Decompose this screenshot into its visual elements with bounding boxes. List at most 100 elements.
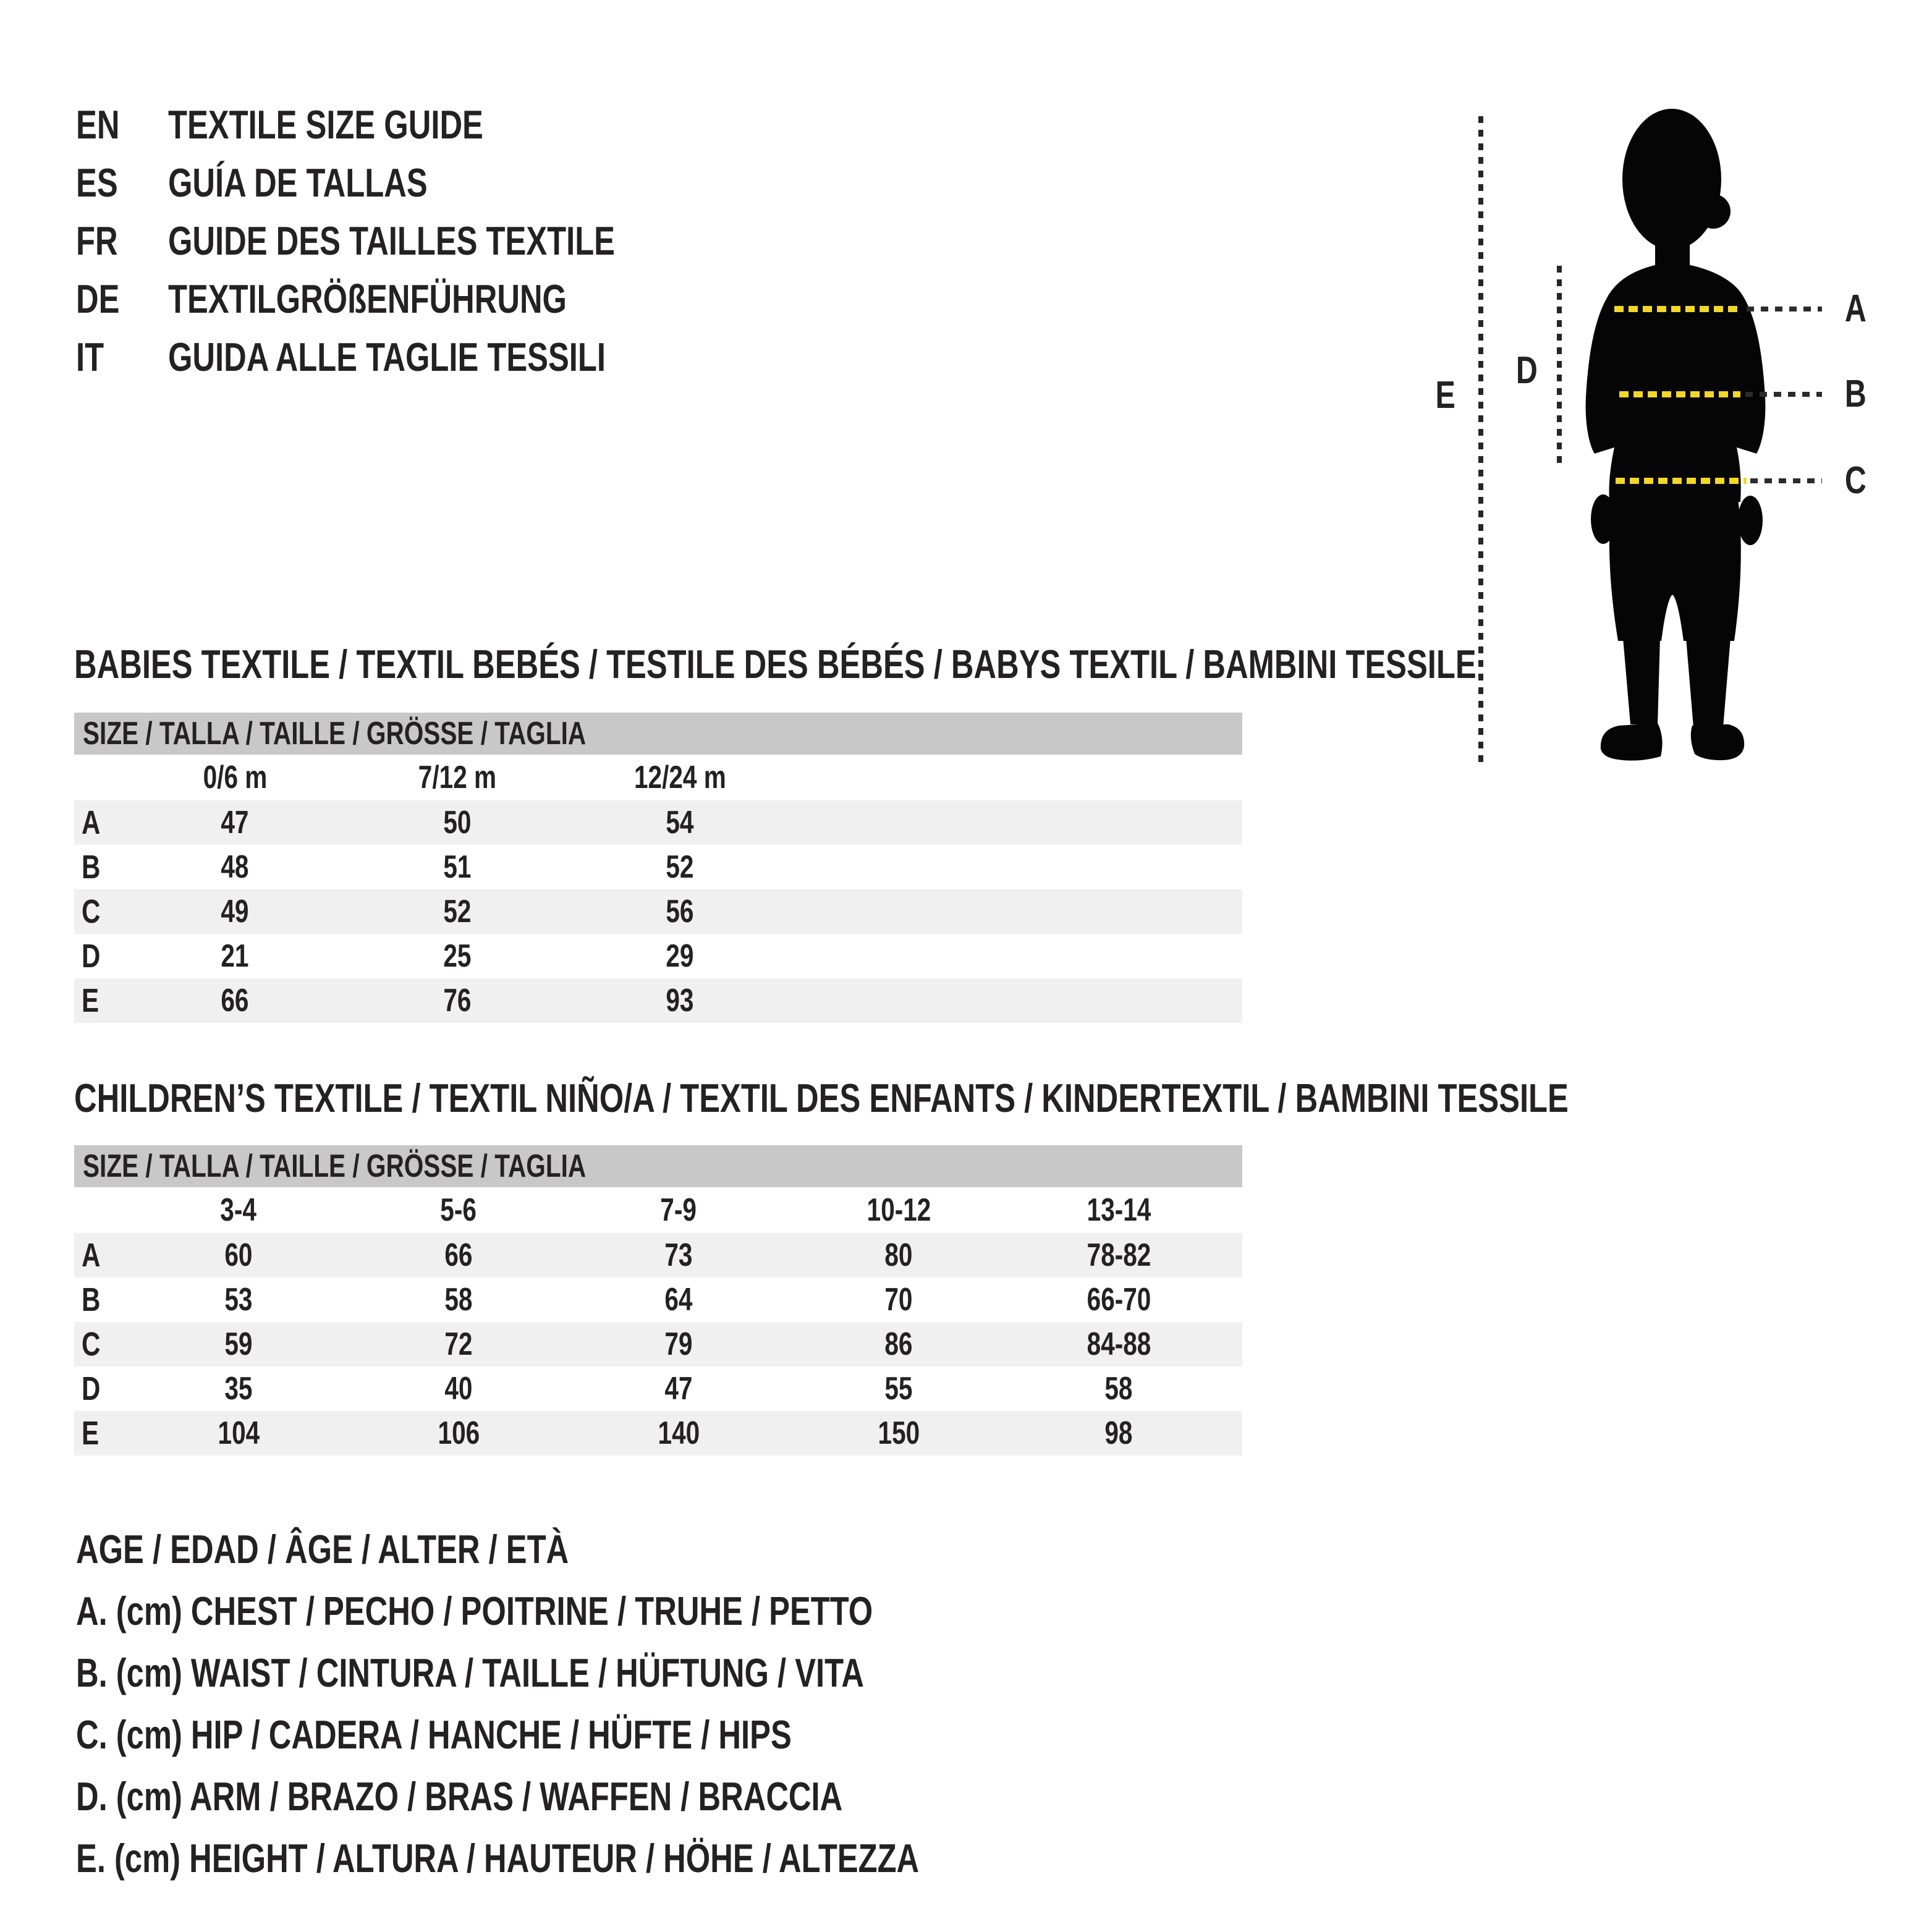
cell: 48 bbox=[221, 849, 249, 885]
arm-measure-line-d bbox=[1557, 266, 1562, 470]
cell: 78-82 bbox=[1087, 1237, 1151, 1273]
column-header: 0/6 m bbox=[203, 760, 267, 795]
cell: 93 bbox=[666, 983, 694, 1019]
cell: 73 bbox=[664, 1237, 693, 1273]
column-header: 12/24 m bbox=[633, 760, 726, 795]
size-header-bar: SIZE / TALLA / TAILLE / GRÖSSE / TAGLIA bbox=[74, 1145, 1242, 1187]
language-title: GUÍA DE TALLAS bbox=[168, 159, 428, 205]
table-row: C 49 52 56 bbox=[74, 889, 1242, 934]
hip-measure-line-c-black bbox=[1750, 478, 1822, 483]
language-title: TEXTILGRÖßENFÜHRUNG bbox=[168, 276, 567, 321]
language-code: FR bbox=[76, 218, 118, 263]
cell: 150 bbox=[878, 1415, 920, 1451]
cell: 98 bbox=[1104, 1415, 1133, 1451]
row-label: A bbox=[82, 804, 101, 841]
language-row-en: EN TEXTILE SIZE GUIDE bbox=[76, 95, 741, 153]
childrens-section-title: CHILDREN’S TEXTILE / TEXTIL NIÑO/A / TEX… bbox=[74, 1075, 1569, 1121]
measurement-legend: AGE / EDAD / ÂGE / ALTER / ETÀ A. (cm) C… bbox=[76, 1518, 1157, 1889]
column-header: 10-12 bbox=[866, 1192, 931, 1228]
legend-line-chest: A. (cm) CHEST / PECHO / POITRINE / TRUHE… bbox=[76, 1588, 873, 1633]
cell: 72 bbox=[444, 1326, 473, 1362]
size-header-bar: SIZE / TALLA / TAILLE / GRÖSSE / TAGLIA bbox=[74, 713, 1242, 755]
cell: 35 bbox=[224, 1371, 253, 1407]
language-title: TEXTILE SIZE GUIDE bbox=[168, 101, 483, 147]
cell: 66-70 bbox=[1087, 1282, 1151, 1318]
measure-label-e: E bbox=[1435, 374, 1455, 417]
chest-measure-line-a-black bbox=[1747, 307, 1822, 311]
legend-line-age: AGE / EDAD / ÂGE / ALTER / ETÀ bbox=[76, 1526, 569, 1572]
cell: 86 bbox=[884, 1326, 913, 1362]
legend-line-height: E. (cm) HEIGHT / ALTURA / HAUTEUR / HÖHE… bbox=[76, 1835, 920, 1881]
table-row: D 35 40 47 55 58 bbox=[74, 1366, 1242, 1411]
measure-label-d: D bbox=[1515, 349, 1538, 392]
chest-measure-line-a-yellow bbox=[1614, 306, 1742, 312]
column-header: 3-4 bbox=[220, 1192, 257, 1228]
language-code: EN bbox=[76, 101, 120, 147]
babies-size-table: SIZE / TALLA / TAILLE / GRÖSSE / TAGLIA … bbox=[74, 713, 1242, 1023]
table-row: C 59 72 79 86 84-88 bbox=[74, 1322, 1242, 1366]
table-row: E 66 76 93 bbox=[74, 978, 1242, 1023]
waist-measure-line-b-black bbox=[1745, 392, 1822, 397]
hip-measure-line-c-yellow bbox=[1616, 478, 1747, 484]
cell: 79 bbox=[664, 1326, 693, 1362]
row-label: C bbox=[82, 1326, 101, 1363]
cell: 84-88 bbox=[1087, 1326, 1151, 1362]
babies-section-title: BABIES TEXTILE / TEXTIL BEBÉS / TESTILE … bbox=[74, 641, 1477, 687]
language-row-de: DE TEXTILGRÖßENFÜHRUNG bbox=[76, 269, 741, 328]
cell: 104 bbox=[218, 1415, 260, 1451]
row-label: E bbox=[82, 982, 100, 1019]
language-row-fr: FR GUIDE DES TAILLES TEXTILE bbox=[76, 211, 741, 269]
column-header: 13-14 bbox=[1087, 1192, 1151, 1228]
language-row-es: ES GUÍA DE TALLAS bbox=[76, 153, 741, 211]
cell: 60 bbox=[224, 1237, 253, 1273]
measure-label-a: A bbox=[1844, 287, 1866, 330]
cell: 56 bbox=[666, 894, 694, 930]
cell: 106 bbox=[438, 1415, 480, 1451]
column-header-row: 3-4 5-6 7-9 10-12 13-14 bbox=[74, 1187, 1242, 1233]
cell: 58 bbox=[444, 1282, 473, 1318]
table-row: A 47 50 54 bbox=[74, 800, 1242, 845]
legend-line-arm: D. (cm) ARM / BRAZO / BRAS / WAFFEN / BR… bbox=[76, 1773, 843, 1819]
measure-label-b: B bbox=[1844, 373, 1866, 415]
childrens-size-table: SIZE / TALLA / TAILLE / GRÖSSE / TAGLIA … bbox=[74, 1145, 1242, 1455]
row-label: B bbox=[82, 849, 101, 886]
cell: 59 bbox=[224, 1326, 253, 1362]
language-title: GUIDE DES TAILLES TEXTILE bbox=[168, 218, 615, 263]
cell: 55 bbox=[884, 1371, 913, 1407]
cell: 47 bbox=[664, 1371, 693, 1407]
cell: 21 bbox=[221, 938, 249, 974]
cell: 51 bbox=[443, 849, 472, 885]
cell: 50 bbox=[443, 805, 472, 841]
table-row: D 21 25 29 bbox=[74, 934, 1242, 978]
cell: 25 bbox=[443, 938, 472, 974]
cell: 64 bbox=[664, 1282, 693, 1318]
row-label: E bbox=[82, 1415, 100, 1452]
height-measure-line-e bbox=[1478, 116, 1483, 763]
language-code: ES bbox=[76, 159, 118, 205]
waist-measure-line-b-yellow bbox=[1619, 391, 1740, 397]
cell: 140 bbox=[658, 1415, 700, 1451]
table-row: B 53 58 64 70 66-70 bbox=[74, 1277, 1242, 1322]
cell: 66 bbox=[444, 1237, 473, 1273]
column-header: 7-9 bbox=[660, 1192, 697, 1228]
legend-line-hip: C. (cm) HIP / CADERA / HANCHE / HÜFTE / … bbox=[76, 1711, 792, 1757]
cell: 49 bbox=[221, 894, 249, 930]
cell: 53 bbox=[224, 1282, 253, 1318]
row-label: D bbox=[82, 938, 101, 975]
cell: 54 bbox=[666, 805, 694, 841]
cell: 70 bbox=[884, 1282, 913, 1318]
child-silhouette-icon bbox=[1585, 109, 1766, 761]
cell: 76 bbox=[443, 983, 472, 1019]
column-header: 7/12 m bbox=[418, 760, 497, 795]
cell: 52 bbox=[443, 894, 472, 930]
language-row-it: IT GUIDA ALLE TAGLIE TESSILI bbox=[76, 328, 741, 386]
cell: 47 bbox=[221, 805, 249, 841]
cell: 80 bbox=[884, 1237, 913, 1273]
row-label: B bbox=[82, 1281, 101, 1318]
row-label: C bbox=[82, 893, 101, 930]
language-title: GUIDA ALLE TAGLIE TESSILI bbox=[168, 334, 606, 379]
table-row: A 60 66 73 80 78-82 bbox=[74, 1233, 1242, 1277]
measure-label-c: C bbox=[1844, 459, 1866, 502]
cell: 29 bbox=[666, 938, 694, 974]
